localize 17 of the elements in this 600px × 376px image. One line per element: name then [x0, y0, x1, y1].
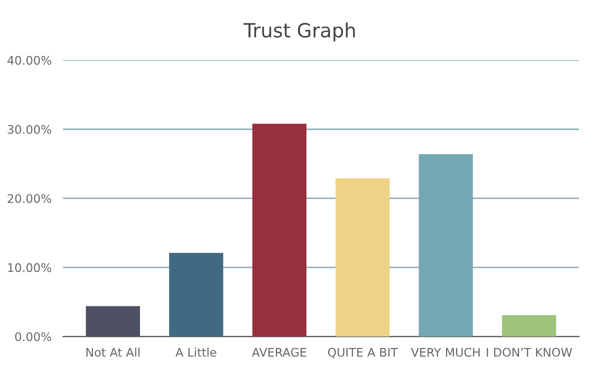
- y-tick-label: 0.00%: [15, 332, 52, 342]
- chart-title: Trust Graph: [243, 22, 355, 42]
- x-tick-label: Not At All: [86, 348, 140, 357]
- bar: [502, 315, 556, 337]
- x-tick-label: AVERAGE: [252, 348, 306, 357]
- bar: [169, 252, 224, 337]
- x-tick-label: QUITE A BIT: [328, 348, 398, 358]
- y-tick-label: 20.00%: [8, 194, 52, 203]
- y-tick-label: 40.00%: [7, 56, 52, 65]
- x-tick-label: I DON’T KNOW: [486, 348, 572, 357]
- bar: [418, 154, 473, 337]
- x-tick-label: A Little: [176, 348, 216, 357]
- y-tick-label: 10.00%: [8, 263, 52, 272]
- x-tick-label: VERY MUCH: [410, 348, 480, 357]
- bar: [252, 124, 306, 337]
- y-tick-label: 30.00%: [8, 124, 52, 134]
- bar: [336, 178, 390, 337]
